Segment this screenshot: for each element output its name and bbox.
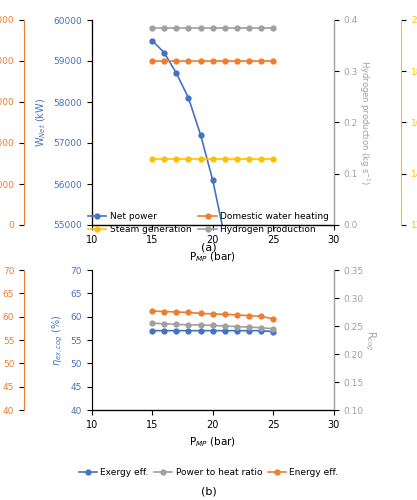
Energy eff. [198, 310, 203, 316]
Energy eff. [234, 312, 239, 318]
Domestic water heating [150, 58, 155, 64]
Energy eff. [222, 312, 227, 318]
Legend: Exergy eff., Power to heat ratio, Energy eff.: Exergy eff., Power to heat ratio, Energy… [75, 464, 342, 480]
Energy eff. [150, 308, 155, 314]
Legend: Net power, Steam generation, Domestic water heating, Hydrogen production: Net power, Steam generation, Domestic wa… [84, 208, 333, 238]
Exergy eff. [271, 328, 276, 334]
Y-axis label: Hydrogen production (kg s$^{-1}$): Hydrogen production (kg s$^{-1}$) [357, 60, 372, 185]
Exergy eff. [210, 328, 215, 334]
Net power [259, 488, 264, 494]
Power to heat ratio [234, 324, 239, 330]
Text: (a): (a) [201, 242, 216, 252]
Exergy eff. [150, 328, 155, 334]
Text: (b): (b) [201, 487, 216, 497]
Line: Power to heat ratio: Power to heat ratio [150, 321, 276, 331]
Steam generation [198, 156, 203, 162]
Domestic water heating [234, 58, 239, 64]
Net power [186, 95, 191, 101]
Hydrogen production [222, 24, 227, 30]
Power to heat ratio [246, 324, 251, 330]
Steam generation [234, 156, 239, 162]
Domestic water heating [246, 58, 251, 64]
Exergy eff. [198, 328, 203, 334]
Power to heat ratio [162, 321, 167, 327]
Exergy eff. [222, 328, 227, 334]
Energy eff. [186, 310, 191, 316]
Line: Exergy eff.: Exergy eff. [150, 328, 276, 334]
Exergy eff. [174, 328, 179, 334]
Hydrogen production [234, 24, 239, 30]
Net power [246, 386, 251, 392]
Steam generation [150, 156, 155, 162]
Domestic water heating [222, 58, 227, 64]
Hydrogen production [259, 24, 264, 30]
Hydrogen production [174, 24, 179, 30]
Exergy eff. [186, 328, 191, 334]
Power to heat ratio [198, 322, 203, 328]
Steam generation [210, 156, 215, 162]
Domestic water heating [198, 58, 203, 64]
Domestic water heating [210, 58, 215, 64]
Steam generation [174, 156, 179, 162]
Energy eff. [271, 316, 276, 322]
Line: Energy eff.: Energy eff. [150, 308, 276, 322]
Power to heat ratio [150, 320, 155, 326]
Hydrogen production [186, 24, 191, 30]
Power to heat ratio [271, 326, 276, 332]
Steam generation [222, 156, 227, 162]
Line: Hydrogen production: Hydrogen production [150, 26, 276, 30]
Y-axis label: $\eta_{ex,cog}$ (%): $\eta_{ex,cog}$ (%) [50, 314, 65, 366]
Exergy eff. [234, 328, 239, 334]
Steam generation [259, 156, 264, 162]
Y-axis label: W$_{Net}$ (kW): W$_{Net}$ (kW) [34, 98, 48, 147]
Line: Net power: Net power [150, 38, 276, 500]
Net power [150, 38, 155, 44]
Energy eff. [210, 311, 215, 317]
Net power [210, 177, 215, 183]
Exergy eff. [259, 328, 264, 334]
Hydrogen production [198, 24, 203, 30]
Domestic water heating [259, 58, 264, 64]
Net power [222, 234, 227, 240]
Energy eff. [174, 309, 179, 315]
Net power [162, 50, 167, 56]
Hydrogen production [271, 24, 276, 30]
Energy eff. [259, 313, 264, 319]
Domestic water heating [162, 58, 167, 64]
Domestic water heating [174, 58, 179, 64]
Net power [174, 70, 179, 76]
Exergy eff. [162, 328, 167, 334]
Exergy eff. [246, 328, 251, 334]
Power to heat ratio [222, 323, 227, 329]
Power to heat ratio [186, 322, 191, 328]
Hydrogen production [150, 24, 155, 30]
Net power [198, 132, 203, 138]
Hydrogen production [246, 24, 251, 30]
Power to heat ratio [259, 324, 264, 330]
Steam generation [271, 156, 276, 162]
Steam generation [186, 156, 191, 162]
Y-axis label: R$_{cog}$: R$_{cog}$ [363, 330, 377, 350]
Line: Domestic water heating: Domestic water heating [150, 58, 276, 64]
X-axis label: P$_{MP}$ (bar): P$_{MP}$ (bar) [189, 250, 236, 264]
Energy eff. [162, 308, 167, 314]
Energy eff. [246, 312, 251, 318]
Power to heat ratio [174, 322, 179, 328]
X-axis label: P$_{MP}$ (bar): P$_{MP}$ (bar) [189, 436, 236, 449]
Power to heat ratio [210, 322, 215, 328]
Hydrogen production [162, 24, 167, 30]
Steam generation [246, 156, 251, 162]
Net power [234, 304, 239, 310]
Hydrogen production [210, 24, 215, 30]
Steam generation [162, 156, 167, 162]
Domestic water heating [186, 58, 191, 64]
Domestic water heating [271, 58, 276, 64]
Line: Steam generation: Steam generation [150, 157, 276, 162]
